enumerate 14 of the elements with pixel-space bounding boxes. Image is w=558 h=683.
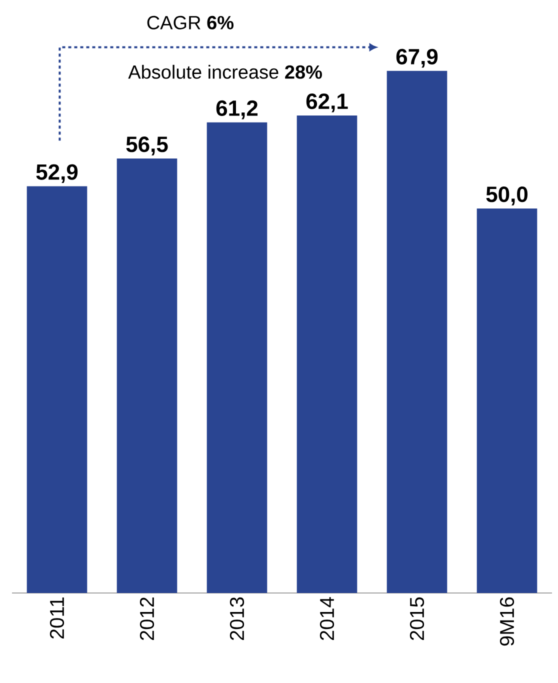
x-tick-label: 2015 <box>410 597 424 640</box>
data-label: 56,5 <box>126 136 168 156</box>
data-label: 67,9 <box>396 48 438 68</box>
data-label: 52,9 <box>36 164 78 184</box>
annotation: Absolute increase 28% <box>128 64 322 79</box>
data-label: 50,0 <box>486 186 528 206</box>
text: CAGR 6% <box>147 16 234 30</box>
x-tick-label: 2013 <box>230 597 244 640</box>
data-label: 62,1 <box>306 93 348 112</box>
x-tick-label: 2011 <box>50 598 64 639</box>
x-tick-label: 2012 <box>140 598 154 640</box>
x-tick-label: 2014 <box>320 597 334 640</box>
x-tick-label: 9M16 <box>500 597 514 646</box>
data-label: 61,2 <box>216 100 258 120</box>
